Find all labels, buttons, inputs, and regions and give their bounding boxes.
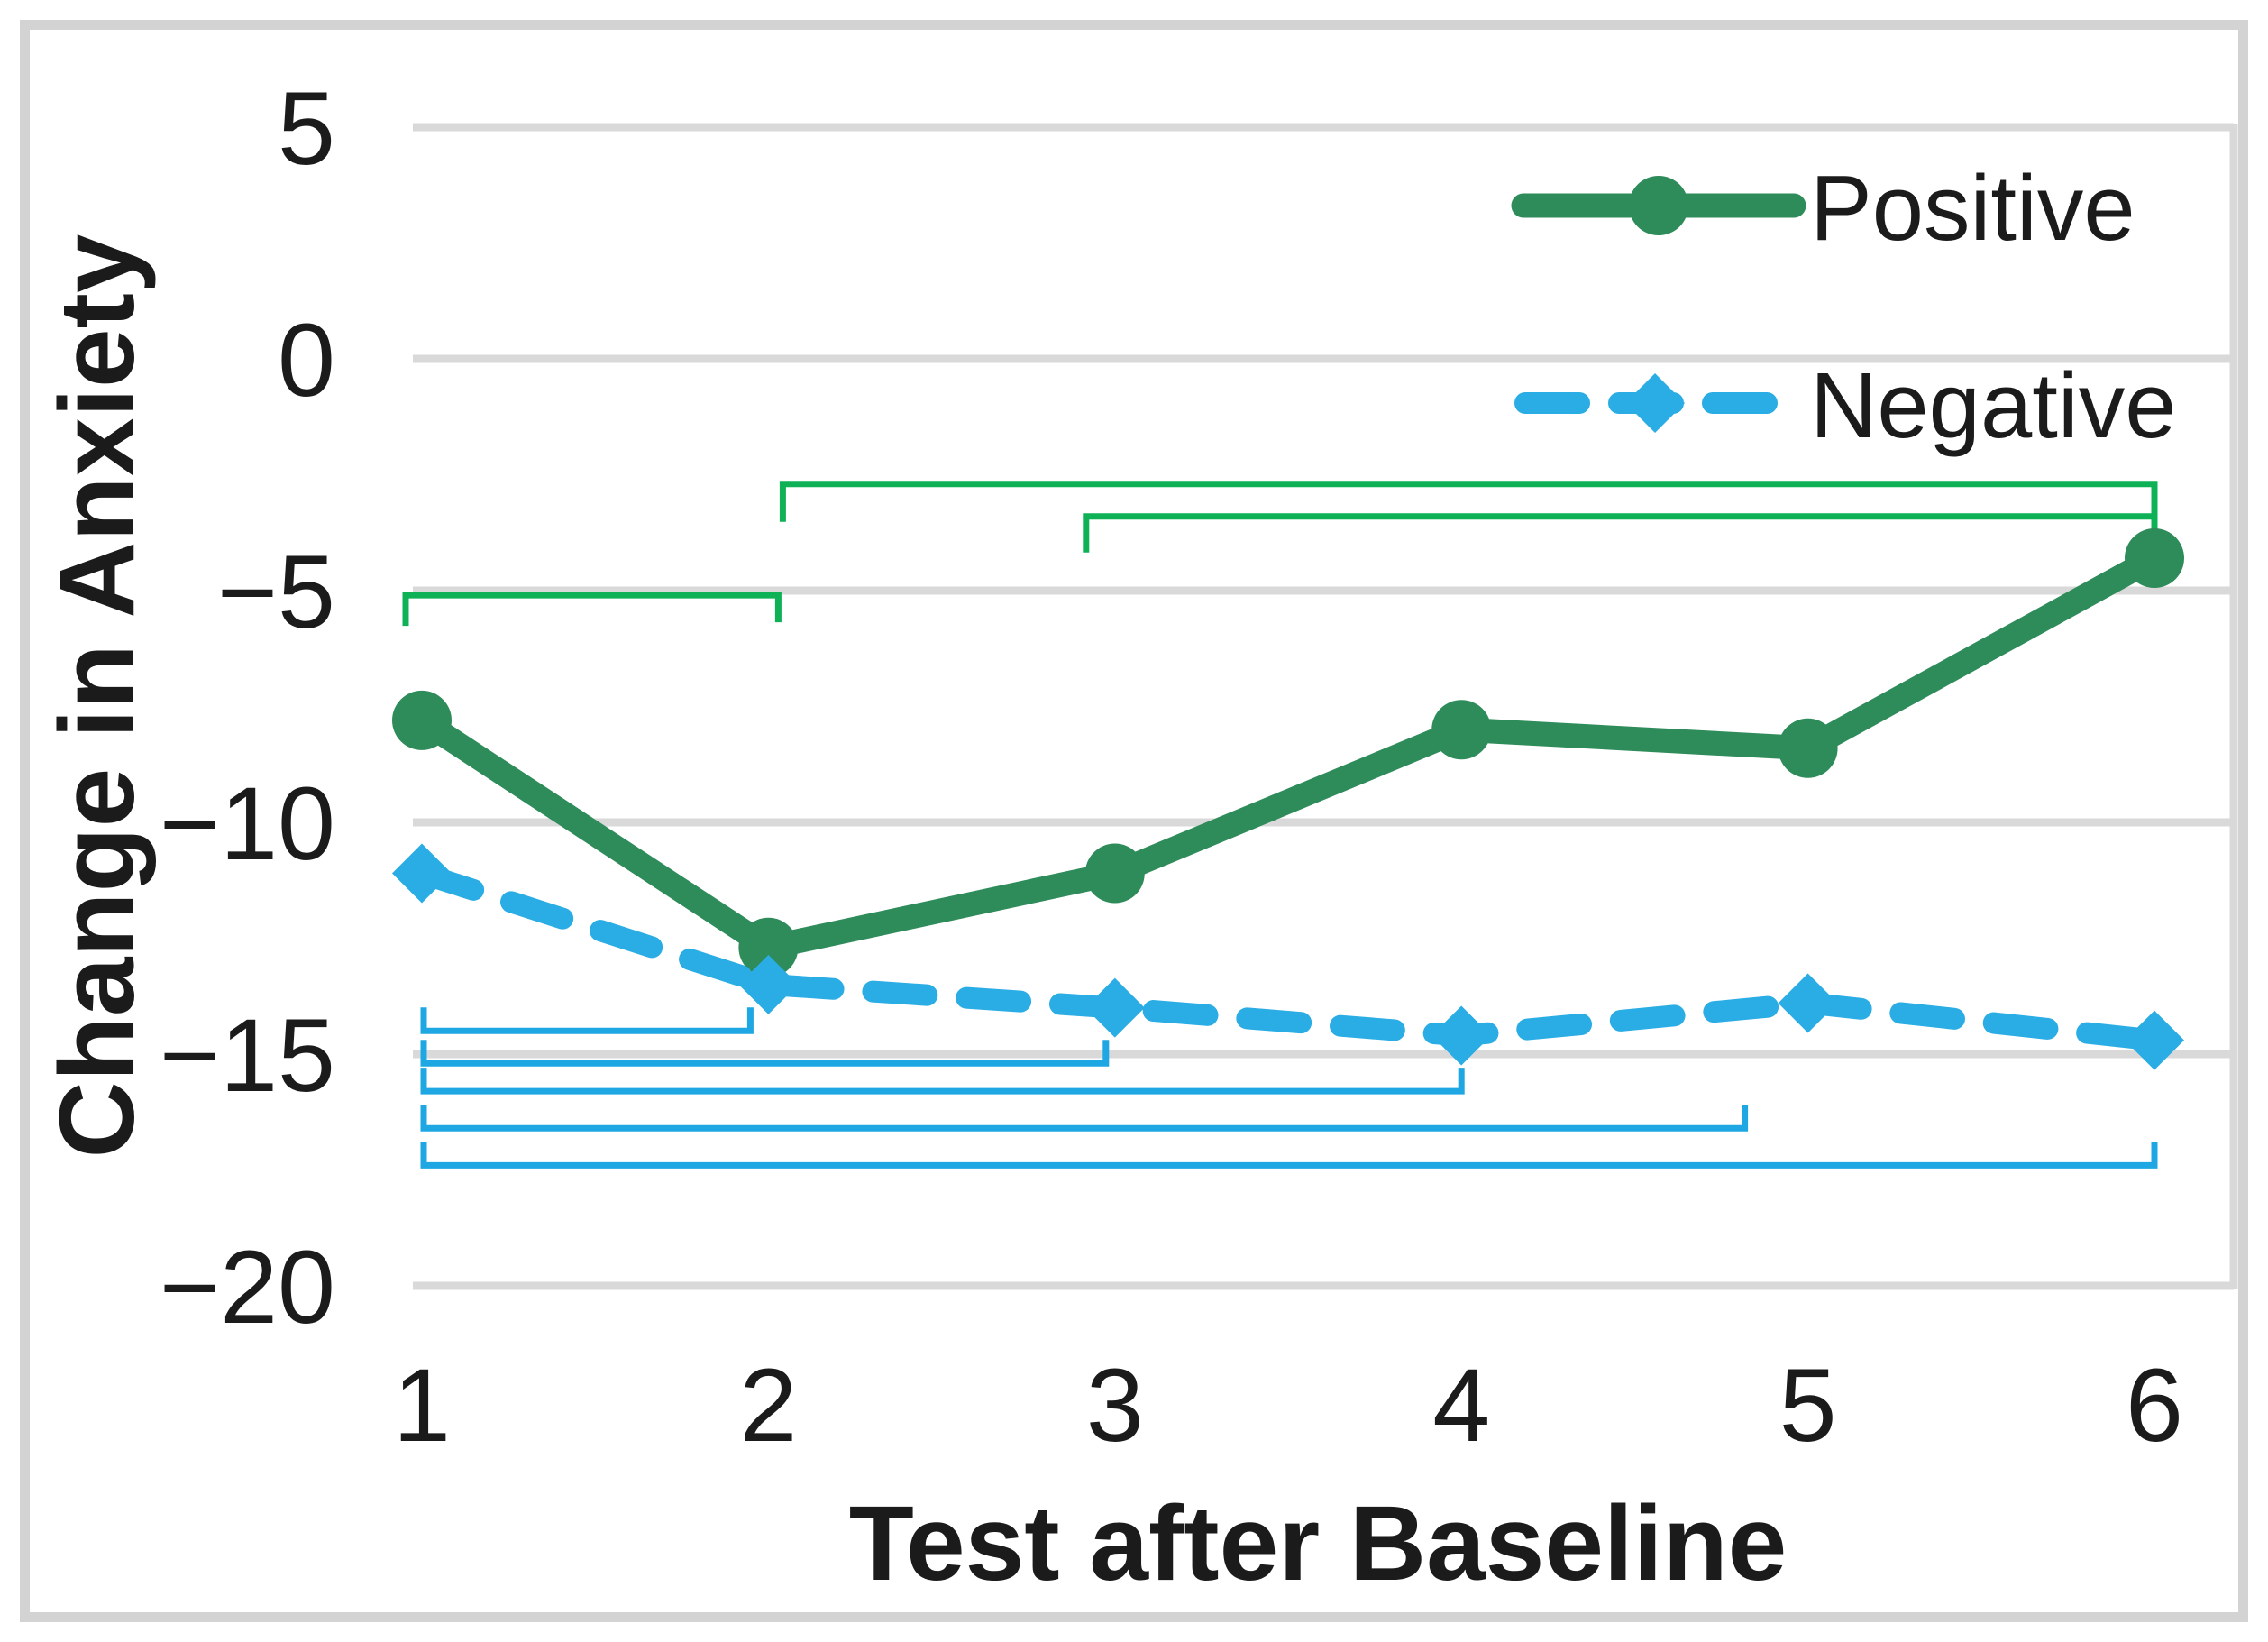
x-tick-label: 6	[2126, 1348, 2183, 1463]
legend: Positive Negative	[1511, 156, 2177, 457]
marker-positive	[1778, 718, 1838, 778]
marker-negative	[392, 843, 452, 904]
marker-negative	[2125, 1010, 2184, 1070]
line-positive	[409, 546, 2167, 960]
y-axis-title: Change in Anxiety	[38, 234, 157, 1158]
sig-bracket-negative	[420, 1068, 1465, 1095]
x-tick-label: 1	[393, 1348, 451, 1463]
sig-bracket-positive	[402, 592, 782, 627]
marker-positive	[1431, 700, 1492, 760]
x-axis-title: Test after Baseline	[849, 1484, 1788, 1603]
marker-negative	[1084, 977, 1145, 1038]
marker-positive	[1084, 843, 1145, 904]
legend-marker-negative	[1625, 373, 1685, 433]
significance-brackets-negative	[420, 1007, 2158, 1169]
sig-bracket-negative	[420, 1142, 2158, 1169]
x-tick-label: 2	[739, 1348, 797, 1463]
y-tick-label: −20	[160, 1230, 335, 1345]
sig-bracket-negative	[420, 1040, 1110, 1067]
y-tick-label: 0	[278, 303, 335, 418]
y-tick-label: −10	[160, 766, 335, 882]
x-axis-tick-labels: 1 2 3 4 5 6	[393, 1348, 2183, 1463]
marker-positive	[392, 690, 452, 750]
marker-positive	[2125, 528, 2184, 589]
sig-bracket-positive	[1083, 513, 2158, 553]
marker-negative	[738, 954, 799, 1014]
marker-positive	[738, 917, 799, 977]
significance-brackets-positive	[402, 481, 2158, 627]
legend-marker-positive	[1629, 176, 1688, 235]
legend-label-positive: Positive	[1810, 156, 2135, 260]
x-tick-label: 4	[1432, 1348, 1490, 1463]
series-positive	[392, 528, 2184, 977]
y-tick-label: −5	[217, 535, 335, 650]
marker-negative	[1778, 973, 1838, 1033]
y-tick-label: −15	[160, 998, 335, 1114]
legend-label-negative: Negative	[1810, 353, 2177, 457]
line-negative	[411, 862, 2165, 1051]
x-tick-label: 5	[1779, 1348, 1837, 1463]
legend-swatches	[1511, 176, 1806, 433]
gridlines	[413, 123, 2234, 1290]
sig-bracket-negative	[420, 1105, 1749, 1132]
marker-negative	[1431, 1005, 1492, 1066]
y-axis-tick-labels: 5 0 −5 −10 −15 −20	[160, 71, 335, 1345]
y-tick-label: 5	[278, 71, 335, 187]
series-negative	[392, 843, 2184, 1070]
sig-bracket-negative	[420, 1007, 754, 1034]
x-tick-label: 3	[1086, 1348, 1144, 1463]
